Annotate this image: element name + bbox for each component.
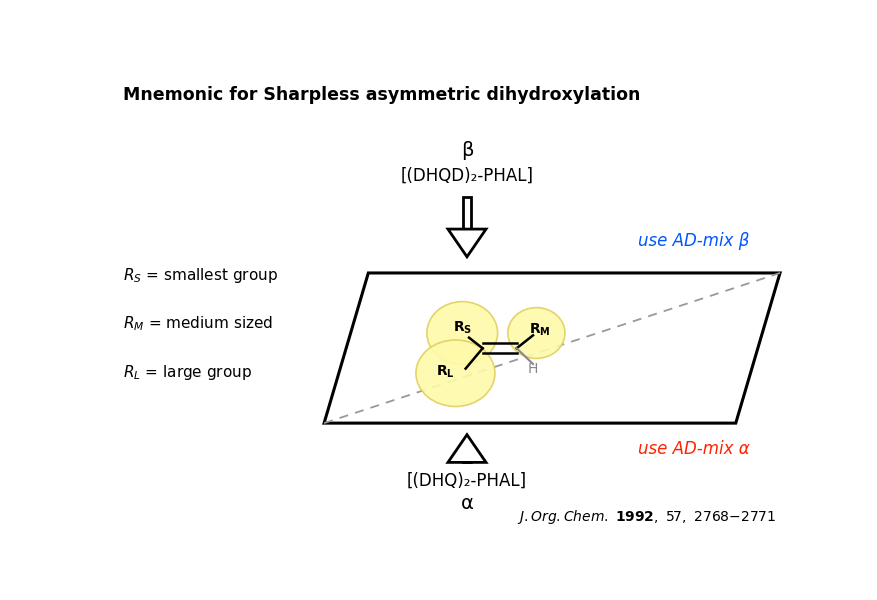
Text: $\mathbf{R_M}$: $\mathbf{R_M}$ [528,321,550,338]
Text: [(DHQD)₂-PHAL]: [(DHQD)₂-PHAL] [400,167,533,185]
Polygon shape [462,444,471,463]
Text: $R_M$ = medium sized: $R_M$ = medium sized [123,314,274,333]
Text: Mnemonic for Sharpless asymmetric dihydroxylation: Mnemonic for Sharpless asymmetric dihydr… [123,86,640,104]
Polygon shape [462,197,471,229]
Text: $\mathbf{R_L}$: $\mathbf{R_L}$ [435,363,454,380]
Text: $\mathit{J. Org. Chem.}$ $\mathbf{1992}$$\mathit{,\ 57,\ 2768\mathrm{-}2771}$: $\mathit{J. Org. Chem.}$ $\mathbf{1992}$… [517,508,775,526]
Polygon shape [447,229,486,257]
Text: $\mathbf{R_S}$: $\mathbf{R_S}$ [453,319,471,335]
Text: $R_S$ = smallest group: $R_S$ = smallest group [123,266,278,285]
Text: $R_L$ = large group: $R_L$ = large group [123,363,252,382]
Text: H: H [527,362,538,376]
Text: α: α [460,494,473,514]
Text: use AD-mix β: use AD-mix β [638,232,749,250]
Ellipse shape [416,340,495,406]
Text: β: β [460,141,473,160]
Text: [(DHQ)₂-PHAL]: [(DHQ)₂-PHAL] [406,472,526,490]
Ellipse shape [507,308,564,358]
Text: use AD-mix α: use AD-mix α [637,440,749,458]
Polygon shape [447,434,486,463]
Ellipse shape [426,302,497,364]
